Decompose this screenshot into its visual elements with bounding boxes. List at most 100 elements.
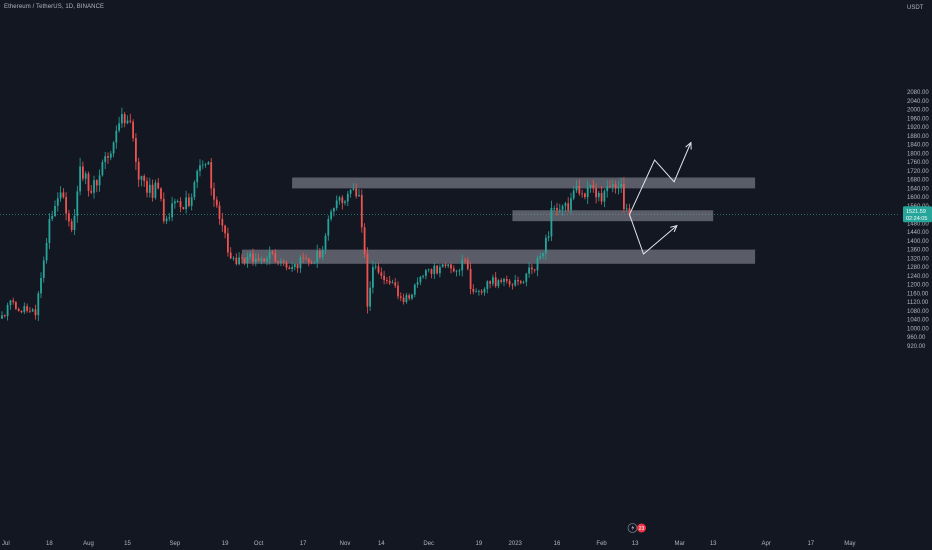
candle-body <box>623 184 625 210</box>
candle-body <box>201 164 204 166</box>
candle-body <box>349 189 352 194</box>
candle-body <box>584 193 586 198</box>
candle-body <box>422 275 424 277</box>
last-price-badge: 1521.59 02:24:05 <box>903 206 932 223</box>
candle-body <box>1 315 3 319</box>
candle-body <box>355 188 358 197</box>
candle-body <box>6 305 9 317</box>
countdown-value: 02:24:05 <box>906 216 927 222</box>
candle-body <box>489 281 491 284</box>
candle-body <box>291 267 293 269</box>
candle-body <box>600 193 603 202</box>
time-axis[interactable]: Jul 18 Aug 15 Sep 19 Oct 17 Nov 14 Dec 19 2023 16 Feb 1… <box>2 541 856 547</box>
candle-body <box>37 293 40 316</box>
candle-body <box>550 208 553 237</box>
price-axis[interactable]: USDT 920.00 960.00 1000.00 1040.00 1080.00 11… <box>900 0 932 550</box>
time-tick-label: 14 <box>378 541 385 547</box>
candle-body <box>341 197 344 203</box>
candle-body <box>611 184 614 187</box>
price-tick-label: 960.00 <box>907 335 926 341</box>
candle-body <box>514 280 517 286</box>
candle-body <box>101 162 104 176</box>
candle-body <box>305 258 307 260</box>
zones-layer <box>241 177 756 264</box>
candle-body <box>478 291 480 292</box>
candle-body <box>182 207 185 210</box>
candle-body <box>79 166 81 192</box>
candle-body <box>545 237 547 254</box>
time-tick-label: 19 <box>476 541 483 547</box>
candle-body <box>84 173 87 179</box>
candle-body <box>65 197 67 214</box>
candle-body <box>20 310 23 313</box>
candle-body <box>235 257 238 265</box>
candle-body <box>589 184 592 188</box>
candle-body <box>505 279 508 281</box>
candle-body <box>224 225 226 234</box>
time-tick-label: Nov <box>340 541 351 547</box>
candle-body <box>500 280 503 282</box>
candle-body <box>174 201 176 204</box>
candle-body <box>51 215 54 219</box>
candle-body <box>447 264 450 266</box>
candle-body <box>263 258 266 262</box>
time-tick-label: 17 <box>807 541 814 547</box>
candle-body <box>528 267 530 274</box>
price-tick-label: 1920.00 <box>907 125 929 131</box>
candle-body <box>210 162 213 189</box>
price-tick-label: 1480.00 <box>907 221 929 227</box>
candle-body <box>179 201 182 208</box>
candle-body <box>29 310 31 312</box>
event-count-badge[interactable] <box>637 523 646 533</box>
candle-body <box>402 297 405 302</box>
candle-body <box>472 289 475 292</box>
candle-body <box>199 165 201 171</box>
candle-body <box>531 267 533 270</box>
price-tick-label: 1840.00 <box>907 143 929 149</box>
candle-body <box>307 258 310 263</box>
price-tick-label: 1800.00 <box>907 151 929 157</box>
candle-body <box>570 198 572 211</box>
candle-body <box>397 285 399 297</box>
candle-body <box>533 269 536 271</box>
candle-body <box>151 184 154 198</box>
time-tick-label: Feb <box>596 541 607 547</box>
candle-body <box>232 257 235 259</box>
candle-body <box>494 277 497 287</box>
candle-body <box>319 251 321 258</box>
candle-body <box>511 284 514 286</box>
price-tick-label: 1200.00 <box>907 283 929 289</box>
price-tick-label: 1240.00 <box>907 274 929 280</box>
candle-body <box>617 186 620 189</box>
candle-body <box>293 264 296 268</box>
candle-body <box>430 269 433 274</box>
candle-body <box>503 279 505 282</box>
candle-body <box>246 256 249 263</box>
candle-body <box>519 281 522 283</box>
candle-body <box>346 193 349 202</box>
candle-body <box>162 198 165 222</box>
candle-body <box>45 242 48 261</box>
candle-body <box>107 156 109 158</box>
candle-body <box>372 267 374 288</box>
candle-body <box>330 211 332 219</box>
time-tick-label: 13 <box>632 541 639 547</box>
candle-body <box>597 193 600 198</box>
candle-body <box>82 166 84 179</box>
candle-body <box>575 186 578 191</box>
time-tick-label: 13 <box>710 541 717 547</box>
candle-body <box>452 268 455 272</box>
candle-body <box>592 184 595 189</box>
price-tick-label: 1280.00 <box>907 265 929 271</box>
candle-body <box>433 265 436 274</box>
events-layer: 23 <box>627 523 646 533</box>
candle-body <box>257 258 260 261</box>
candle-body <box>628 208 631 215</box>
candle-body <box>17 308 20 311</box>
candle-body <box>466 260 469 269</box>
chart-title: Ethereum / TetherUS, 1D, BINANCE <box>4 4 105 10</box>
candle-body <box>288 267 291 269</box>
candle-body <box>140 176 143 180</box>
